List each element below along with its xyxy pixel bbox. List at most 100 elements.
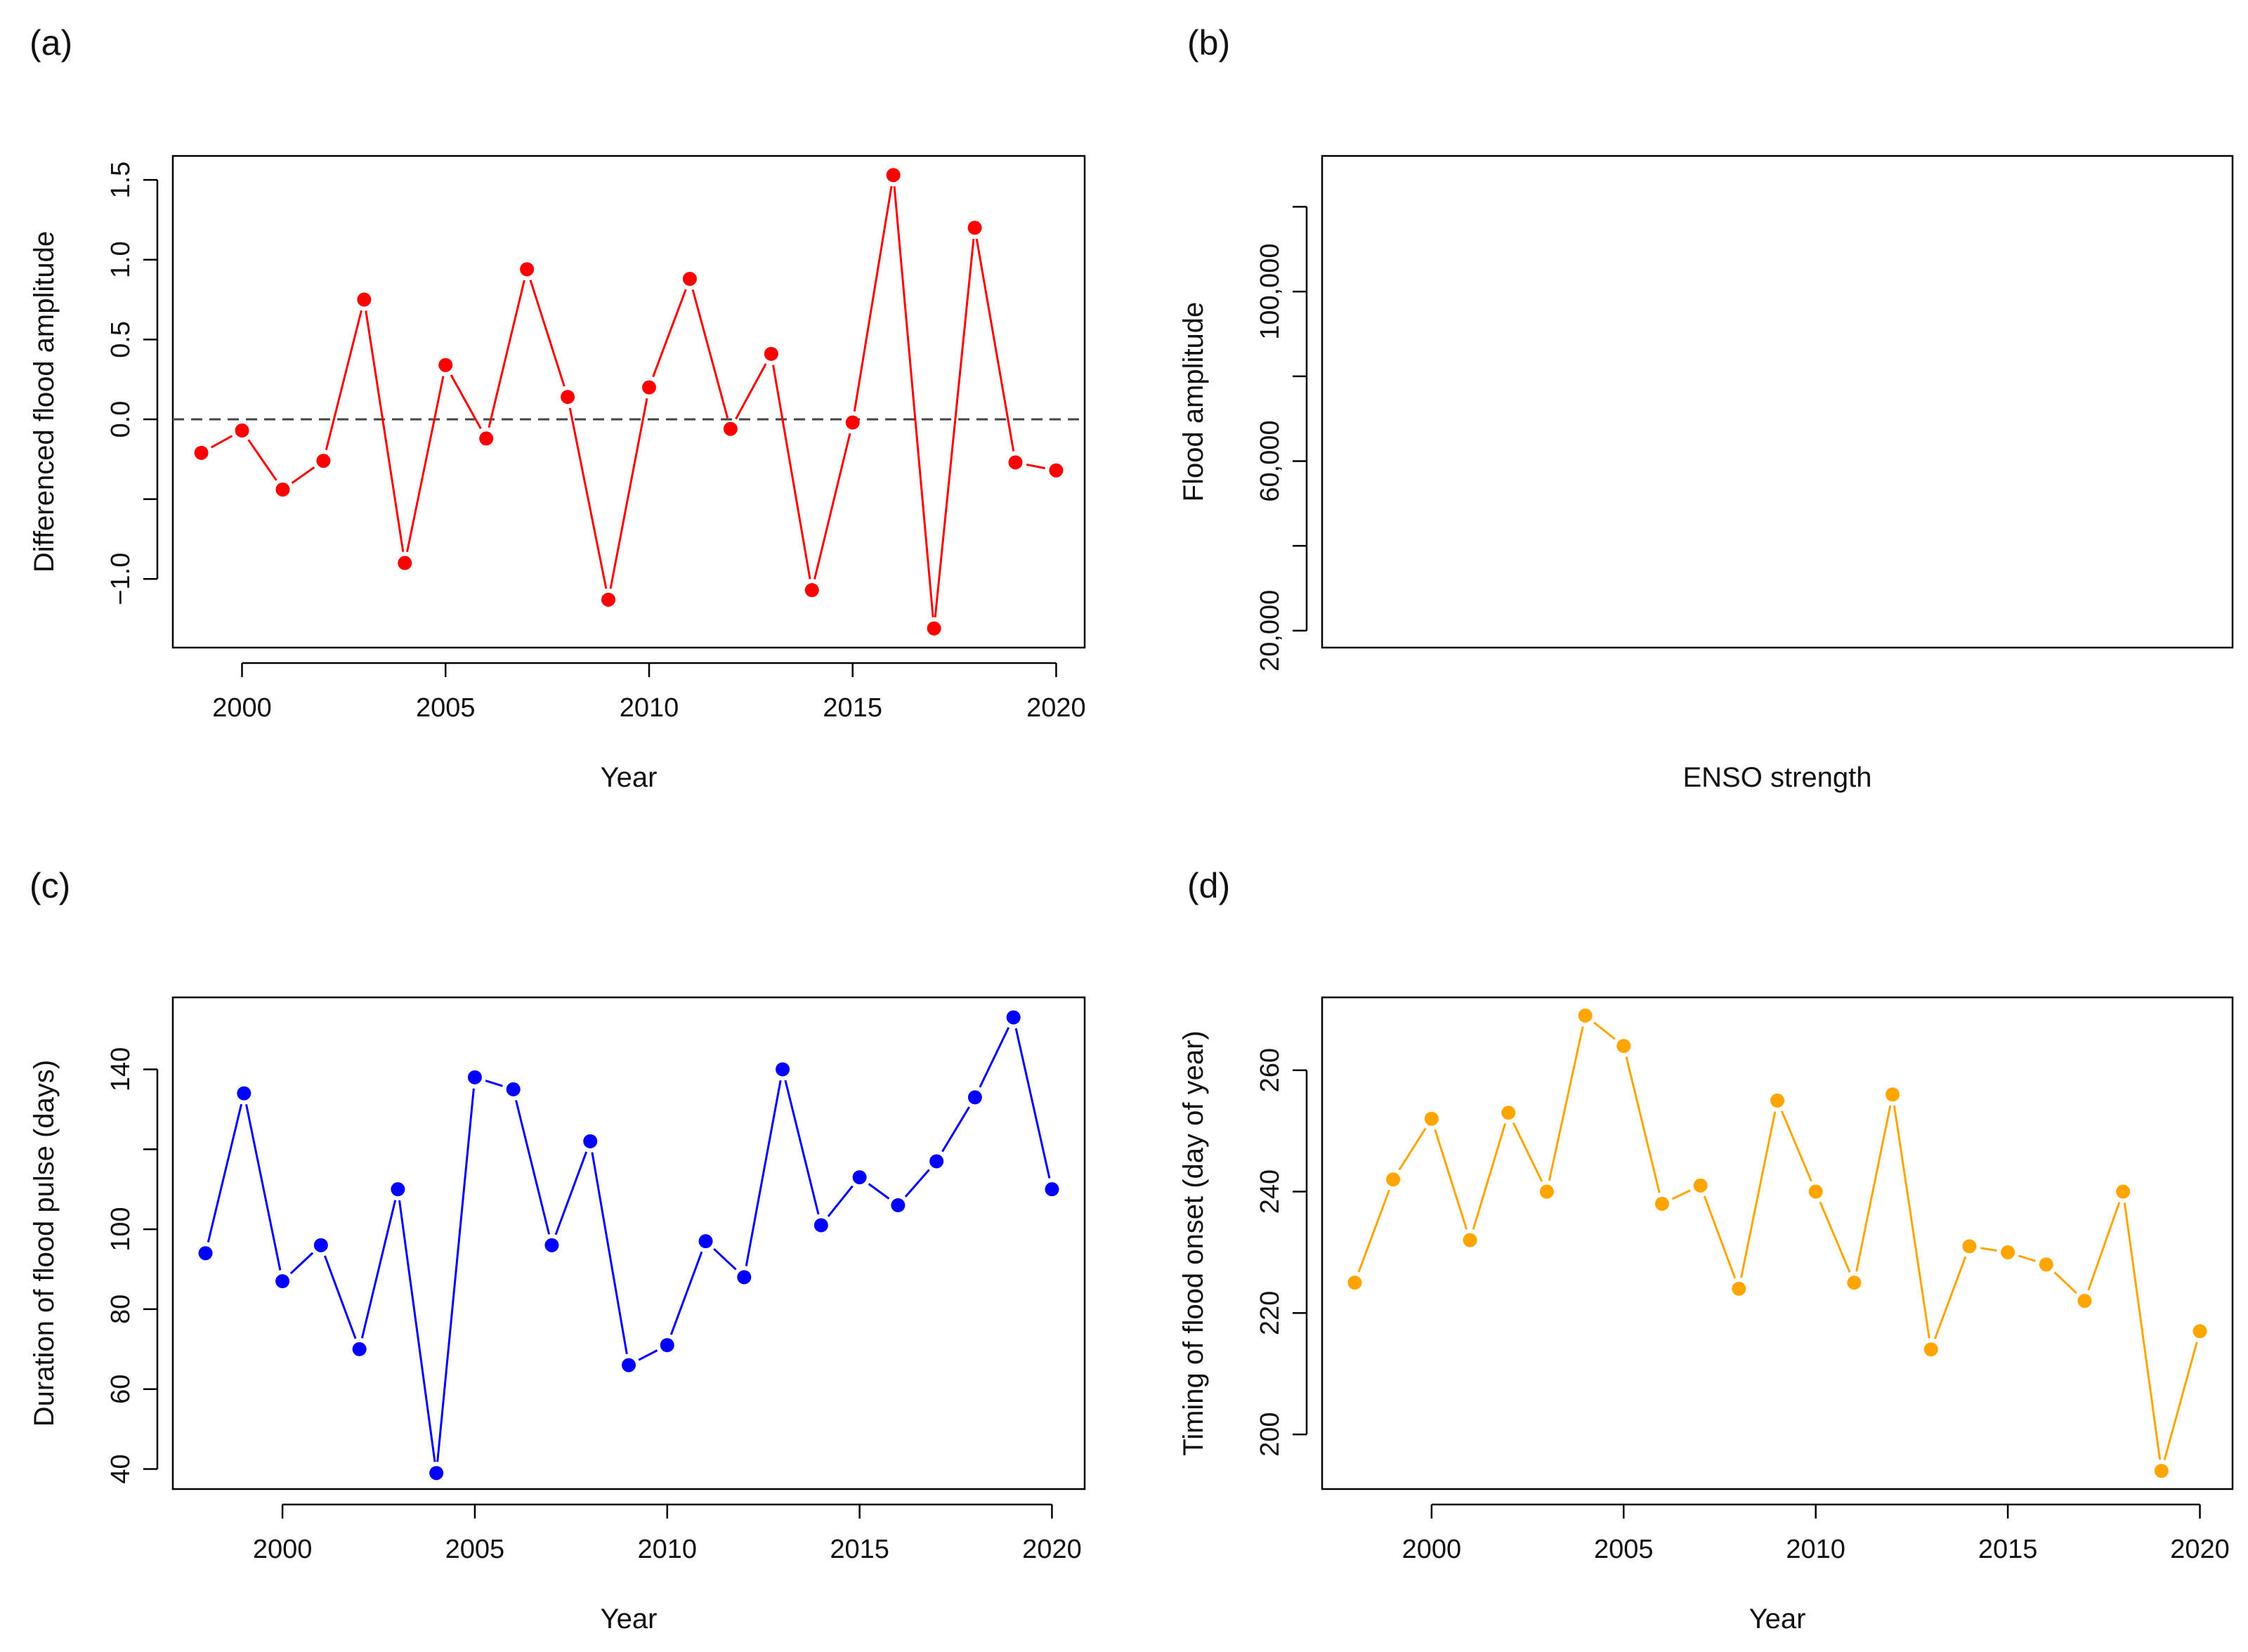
panel-b-label: (b) — [1187, 23, 1230, 63]
panel-d-data-point — [1539, 1184, 1554, 1199]
panel-a-data-point — [398, 556, 412, 570]
panel-a-y-tick-label: 1.0 — [106, 241, 136, 278]
panel-c-data-point — [467, 1070, 482, 1084]
panel-d-x-tick-label: 2005 — [1594, 1535, 1654, 1564]
panel-c-series-segment — [904, 1169, 930, 1198]
panel-a-data-point — [1049, 463, 1064, 478]
panel-a-series-segment — [568, 407, 608, 589]
panel-a-data-point — [804, 583, 819, 598]
panel-c-data-point — [852, 1170, 867, 1185]
panel-a-data-point — [438, 358, 453, 372]
panel-a-x-tick-label: 2015 — [823, 693, 882, 723]
panel-c-y-tick-label: 60 — [106, 1375, 136, 1404]
panel-c-x-tick-label: 2020 — [1022, 1535, 1082, 1564]
panel-d-plot-frame — [1321, 996, 2234, 1490]
panel-b-y-tick-label: 60,000 — [1255, 420, 1285, 501]
panel-d-x-tick-label: 2000 — [1402, 1535, 1462, 1564]
panel-d-data-point — [1347, 1276, 1362, 1290]
panel-c-series-segment — [360, 1200, 397, 1339]
panel-a-x-tick-label: 2020 — [1026, 693, 1086, 723]
panel-d-y-tick-label: 220 — [1255, 1291, 1285, 1335]
panel-a-series-segment — [893, 186, 934, 617]
panel-a-y-tick-label: 0.0 — [106, 401, 136, 438]
panel-a-data-point — [561, 390, 575, 405]
panel-d-series-segment — [1703, 1195, 1737, 1279]
panel-d-series-segment — [1740, 1111, 1777, 1278]
panel-d-data-point — [1463, 1233, 1477, 1247]
panel-c-series-segment — [324, 1255, 357, 1339]
panel-c-label: (c) — [30, 866, 70, 905]
panel-d-data-point — [2116, 1184, 2131, 1199]
panel-c-data-point — [737, 1270, 752, 1285]
panel-d-x-axis-title: Year — [1749, 1604, 1806, 1634]
panel-c-data-point — [275, 1274, 290, 1289]
panel-c-data-point — [506, 1082, 521, 1096]
panel-c-y-tick-label: 140 — [106, 1047, 136, 1092]
panel-c-plot-frame — [171, 996, 1086, 1490]
panel-c-series-segment — [554, 1151, 588, 1235]
panel-a-series-segment — [291, 466, 315, 484]
panel-c-data-point — [391, 1182, 405, 1197]
panel-c-data-point — [583, 1134, 598, 1148]
panel-d-series-segment — [1780, 1110, 1812, 1182]
panel-d-series-segment — [1548, 1026, 1584, 1181]
panel-d-series-segment — [1819, 1201, 1851, 1273]
panel-a-y-tick-label: 1.5 — [106, 162, 136, 199]
panel-b-y-tick-label: 20,000 — [1255, 590, 1285, 671]
panel-d-series-segment — [2018, 1254, 2036, 1262]
panel-c-x-tick-label: 2000 — [253, 1535, 313, 1564]
panel-c-x-axis-title: Year — [601, 1604, 658, 1634]
panel-d-series-segment — [1512, 1122, 1543, 1182]
panel-a-series-segment — [934, 239, 975, 617]
panel-c-series-segment — [485, 1080, 503, 1087]
panel-c-data-point — [1045, 1182, 1059, 1197]
panel-d-series-segment — [2123, 1202, 2162, 1460]
panel-a-data-point — [641, 380, 656, 395]
panel-a-series-segment — [1026, 463, 1046, 470]
panel-a-data-point — [723, 421, 738, 436]
panel-d-data-point — [1923, 1342, 1938, 1357]
panel-a-data-point — [316, 454, 331, 468]
panel-a-series-segment — [488, 280, 525, 428]
panel-d-series-segment — [1933, 1256, 1967, 1339]
panel-d-series-segment — [2163, 1342, 2198, 1461]
panel-c-data-point — [891, 1198, 906, 1212]
panel-d-data-point — [2154, 1464, 2169, 1479]
panel-c-y-tick-label: 100 — [106, 1207, 136, 1251]
panel-d-data-point — [2001, 1245, 2015, 1259]
panel-d-series-segment — [1893, 1105, 1930, 1339]
panel-d-series-segment — [1625, 1056, 1661, 1193]
panel-d-data-point — [1501, 1106, 1516, 1120]
panel-c-series-segment — [868, 1183, 890, 1200]
panel-c-data-point — [813, 1218, 828, 1233]
panel-d-series-segment — [1357, 1189, 1390, 1273]
panel-a-series-segment — [691, 289, 729, 419]
panel-a-series-segment — [529, 280, 566, 387]
panel-a-series-segment — [652, 289, 687, 378]
panel-c-x-tick-label: 2015 — [830, 1535, 889, 1564]
panel-d-data-point — [1808, 1184, 1823, 1199]
panel-a-data-point — [275, 483, 290, 497]
panel-c-series-segment — [398, 1200, 436, 1462]
panel-a-data-point — [927, 621, 941, 636]
panel-b-x-axis-title: ENSO strength — [1682, 762, 1871, 793]
panel-d-data-point — [2039, 1257, 2053, 1272]
panel-a-series-segment — [609, 398, 648, 589]
panel-d-series-segment — [2087, 1202, 2121, 1291]
panel-c-series-segment — [289, 1252, 314, 1275]
panel-d-y-tick-label: 200 — [1255, 1412, 1285, 1457]
panel-a-data-point — [682, 272, 697, 286]
panel-a-data-point — [194, 445, 209, 460]
panel-a-data-point — [357, 292, 372, 307]
panel-d-y-axis-title: Timing of flood onset (day of year) — [1178, 1030, 1209, 1455]
panel-c-data-point — [1006, 1010, 1021, 1025]
panel-c-series-segment — [979, 1027, 1010, 1088]
panel-c-data-point — [698, 1234, 713, 1249]
panel-a-x-tick-label: 2005 — [416, 693, 476, 723]
panel-b-plot-frame — [1321, 155, 2234, 649]
panel-d-series-segment — [1980, 1247, 1997, 1252]
panel-a-x-tick-label: 2010 — [620, 693, 679, 723]
panel-c-series-segment — [745, 1080, 782, 1266]
panel-c-series-segment — [207, 1103, 243, 1243]
panel-c-y-tick-label: 80 — [106, 1294, 136, 1324]
